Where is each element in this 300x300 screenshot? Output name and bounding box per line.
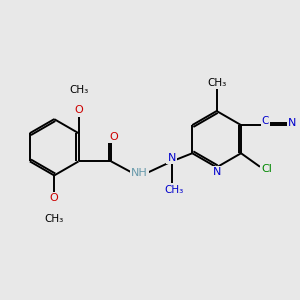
Text: O: O [74,106,83,116]
Text: CH₃: CH₃ [69,85,88,95]
Text: CH₃: CH₃ [165,184,184,194]
Text: CH₃: CH₃ [45,214,64,224]
Text: O: O [50,193,58,203]
Text: O: O [109,132,118,142]
Text: N: N [167,153,176,163]
Text: CH₃: CH₃ [207,78,226,88]
Text: NH: NH [131,168,148,178]
Text: N: N [212,167,221,177]
Text: Cl: Cl [261,164,272,174]
Text: C: C [262,116,269,126]
Text: N: N [288,118,297,128]
